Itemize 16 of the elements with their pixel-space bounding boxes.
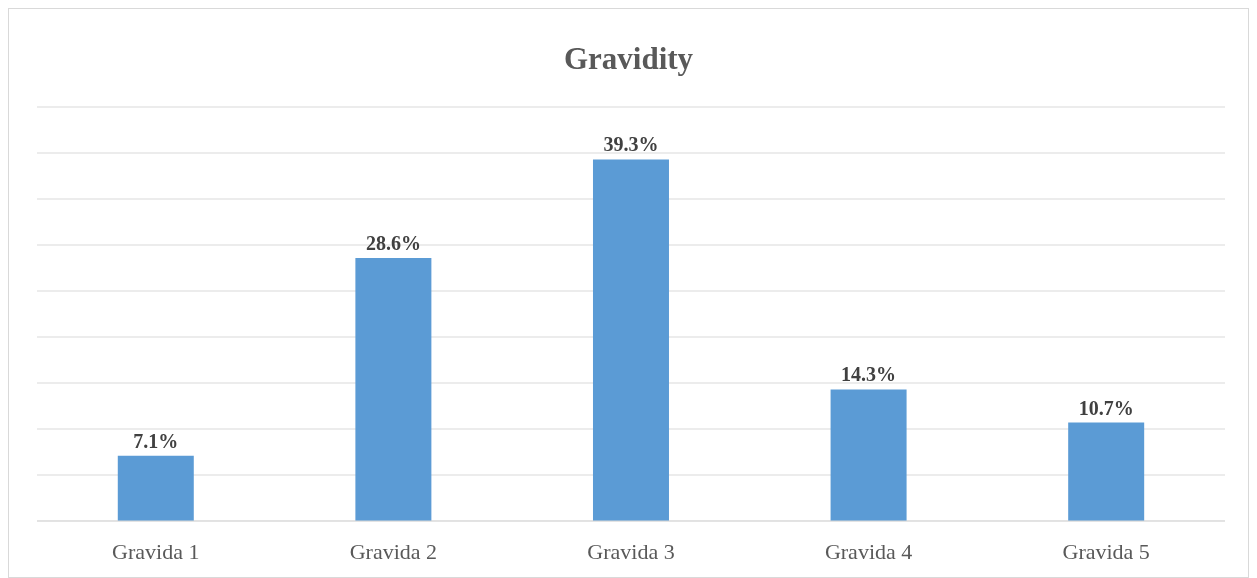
data-label: 14.3% [841,363,897,386]
bar [117,455,194,521]
data-label: 10.7% [1078,396,1134,419]
bar [355,257,432,521]
bar [592,159,669,521]
bar [830,389,907,521]
x-tick-label: Gravida 1 [112,538,200,564]
x-tick-label: Gravida 3 [587,538,675,564]
data-label: 7.1% [133,429,179,452]
data-label: 39.3% [603,133,659,156]
x-tick-label: Gravida 4 [824,538,913,564]
chart-title: Gravidity [562,40,695,76]
data-label: 28.6% [365,231,421,254]
x-tick-label: Gravida 2 [349,538,438,564]
bar [1068,422,1145,521]
x-tick-label: Gravida 5 [1062,538,1150,564]
